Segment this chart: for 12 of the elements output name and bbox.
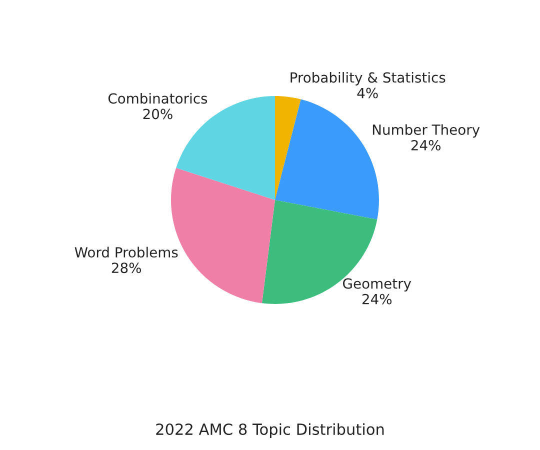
text: 2022 AMC 8 Topic Distribution — [156, 423, 384, 438]
data-label: 24% — [411, 140, 440, 151]
data-label: 4% — [357, 88, 378, 98]
pie-slice — [275, 96, 301, 200]
data-label: 24% — [362, 294, 392, 304]
slice-label: Word Problems — [74, 246, 178, 258]
slice-label: Combinatorics — [108, 92, 208, 104]
slice-label: Geometry — [343, 278, 412, 292]
data-label: 20% — [143, 108, 172, 120]
data-label: 28% — [112, 262, 142, 274]
slice-label: Number Theory — [372, 124, 480, 138]
slice-label: Probability & Statistics — [290, 72, 446, 86]
